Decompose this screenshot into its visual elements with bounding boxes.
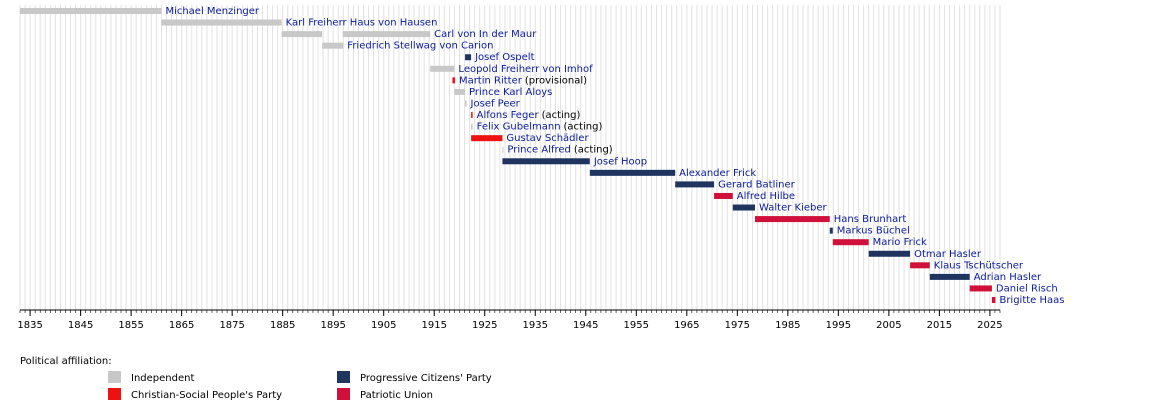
tenure-bar [454, 88, 466, 95]
x-tick-label: 1925 [472, 320, 497, 331]
leader-name: Felix Gubelmann [477, 122, 561, 133]
x-tick-label: 1985 [775, 320, 800, 331]
tenure-bar [755, 216, 830, 223]
tenure-bar [502, 146, 504, 153]
leader-name: Prince Alfred [507, 145, 570, 156]
tenure-bar [281, 31, 323, 38]
legend-swatch [337, 388, 350, 400]
leader-name: Walter Kieber [759, 203, 828, 214]
legend-label: Progressive Citizens' Party [360, 373, 492, 384]
leader-name: Leopold Freiherr von Imhof [458, 64, 593, 75]
legend-title: Political affiliation: [20, 356, 112, 367]
leader-name: Alfons Feger [477, 110, 540, 121]
tenure-bar [714, 192, 733, 199]
tenure-bar [322, 42, 344, 49]
tenure-bar [471, 112, 473, 119]
leader-name: Alexander Frick [679, 168, 756, 179]
tenure-bar [969, 285, 992, 292]
x-tick-label: 1855 [118, 320, 143, 331]
x-tick-label: 2025 [977, 320, 1002, 331]
leader-name: Josef Ospelt [474, 52, 534, 63]
tenure-bar [502, 158, 590, 165]
tenure-bar [868, 250, 911, 257]
tenure-bar [161, 19, 282, 26]
tenure-bar [589, 169, 676, 176]
leader-name: Hans Brunhart [834, 214, 907, 225]
legend-swatch [108, 388, 121, 400]
leader-name: Karl Freiherr Haus von Hausen [286, 18, 438, 29]
x-tick-label: 1965 [674, 320, 699, 331]
tenure-bar [929, 273, 970, 280]
leader-note: (acting) [574, 145, 613, 156]
leader-name: Otmar Hasler [914, 249, 982, 260]
x-tick-label: 1945 [573, 320, 598, 331]
leader-name: Prince Karl Aloys [469, 87, 552, 98]
leader-name: Adrian Hasler [974, 272, 1042, 283]
leader-name: Klaus Tschütscher [934, 260, 1024, 271]
x-tick-label: 1875 [219, 320, 244, 331]
leader-name: Martin Ritter [459, 75, 523, 86]
legend-swatch [337, 371, 350, 383]
tenure-bar [471, 123, 473, 130]
tenure-bar [829, 227, 833, 234]
leader-name: Gerard Batliner [718, 179, 796, 190]
x-tick-label: 1935 [523, 320, 548, 331]
leader-name: Josef Peer [470, 98, 521, 109]
tenure-bar [991, 297, 996, 303]
legend-label: Patriotic Union [360, 390, 433, 401]
legend-label: Independent [131, 373, 194, 384]
x-tick-label: 2005 [876, 320, 901, 331]
x-tick-label: 1915 [422, 320, 447, 331]
tenure-bar [910, 262, 930, 269]
leader-name: Gustav Schädler [506, 133, 589, 144]
leader-name: Josef Hoop [593, 156, 647, 167]
x-tick-label: 1955 [624, 320, 649, 331]
x-tick-label: 1865 [169, 320, 194, 331]
leader-name: Brigitte Haas [999, 295, 1064, 306]
leader-name: Mario Frick [873, 237, 927, 248]
tenure-bar [20, 8, 162, 14]
legend-swatch [108, 371, 121, 383]
leader-note: (acting) [542, 110, 581, 121]
legend-label: Christian-Social People's Party [131, 390, 282, 401]
leader-note: (acting) [564, 122, 603, 133]
leader-name: Carl von In der Maur [434, 29, 537, 40]
x-tick-label: 1845 [68, 320, 93, 331]
leader-name: Michael Menzinger [165, 6, 259, 17]
tenure-bar [430, 65, 455, 72]
tenure-bar [452, 77, 455, 84]
leader-name: Alfred Hilbe [737, 191, 795, 202]
x-tick-label: 1905 [371, 320, 396, 331]
x-tick-label: 2015 [927, 320, 952, 331]
x-tick-label: 1835 [17, 320, 42, 331]
x-tick-label: 1885 [270, 320, 295, 331]
tenure-bar [342, 31, 431, 38]
x-tick-label: 1995 [826, 320, 851, 331]
tenure-bar [465, 100, 467, 107]
tenure-bar [471, 135, 503, 142]
tenure-bar [465, 54, 472, 61]
x-tick-label: 1975 [725, 320, 750, 331]
leader-name: Daniel Risch [996, 283, 1058, 294]
tenure-bar [832, 239, 869, 246]
tenure-bar [732, 204, 755, 211]
leader-name: Markus Büchel [837, 226, 910, 237]
tenure-bar [675, 181, 715, 188]
leader-note: (provisional) [525, 75, 587, 86]
x-tick-label: 1895 [320, 320, 345, 331]
leader-name: Friedrich Stellwag von Carion [347, 41, 493, 52]
